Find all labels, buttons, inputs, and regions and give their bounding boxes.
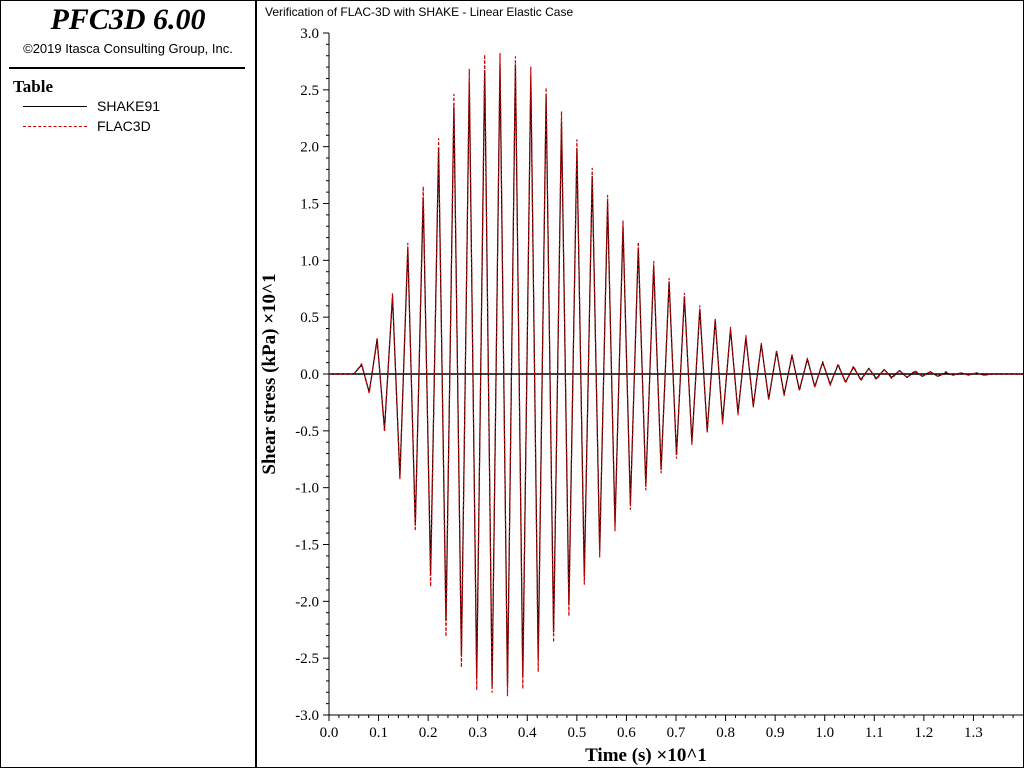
copyright-text: ©2019 Itasca Consulting Group, Inc. <box>23 41 233 56</box>
x-tick-label: 1.0 <box>815 725 834 741</box>
x-tick-label: 1.2 <box>914 725 933 741</box>
x-tick-label: 0.4 <box>518 725 537 741</box>
x-tick-label: 0.8 <box>716 725 735 741</box>
legend-label-flac3d: FLAC3D <box>97 118 151 134</box>
series-layer <box>329 52 1023 697</box>
y-tick-label: 3.0 <box>300 26 319 42</box>
y-tick-label: 0.0 <box>300 367 319 383</box>
y-tick-label: 2.0 <box>300 140 319 156</box>
x-tick-label: 0.6 <box>617 725 636 741</box>
legend-swatch-shake91 <box>23 106 87 107</box>
series-line-flac3d <box>329 52 1023 697</box>
x-tick-label: 0.9 <box>766 725 785 741</box>
x-tick-label: 0.5 <box>567 725 586 741</box>
legend-item-shake91: SHAKE91 <box>23 98 243 116</box>
y-tick-label: 1.5 <box>300 197 319 213</box>
legend-label-shake91: SHAKE91 <box>97 98 161 114</box>
y-tick-label: -0.5 <box>295 424 319 440</box>
y-tick-label: 2.5 <box>300 83 319 99</box>
app-title: PFC3D 6.00 <box>50 3 206 36</box>
legend-heading: Table <box>13 77 54 96</box>
y-tick-label: -1.5 <box>295 538 319 554</box>
legend-panel: PFC3D 6.00 ©2019 Itasca Consulting Group… <box>1 1 257 767</box>
y-tick-label: -2.0 <box>295 594 319 610</box>
x-axis-label: Time (s) ×10^1 <box>585 745 707 766</box>
x-tick-label: 0.2 <box>419 725 438 741</box>
legend-item-flac3d: FLAC3D <box>23 118 243 136</box>
x-tick-label: 0.3 <box>468 725 487 741</box>
divider <box>9 67 245 69</box>
x-tick-label: 0.0 <box>320 725 339 741</box>
y-tick-label: -3.0 <box>295 708 319 724</box>
x-tick-label: 1.1 <box>865 725 884 741</box>
chart: 3.0 2.5 2.0 1.5 1.0 0.5 0.0 -0.5 -1.0 -1.5 -2.0 -2.… <box>259 26 1023 766</box>
y-tick-label: 0.5 <box>300 310 319 326</box>
plot-area: Verification of FLAC-3D with SHAKE - Lin… <box>257 1 1023 767</box>
chart-title: Verification of FLAC-3D with SHAKE - Lin… <box>265 5 574 19</box>
y-tick-label: -2.5 <box>295 651 319 667</box>
y-tick-label: 1.0 <box>300 253 319 269</box>
y-axis-label: Shear stress (kPa) ×10^1 <box>259 273 280 474</box>
y-tick-label: -1.0 <box>295 481 319 497</box>
x-tick-label: 1.3 <box>964 725 983 741</box>
x-tick-label: 0.1 <box>369 725 388 741</box>
x-tick-label: 0.7 <box>667 725 686 741</box>
legend-swatch-flac3d <box>23 126 87 127</box>
axes: 3.0 2.5 2.0 1.5 1.0 0.5 0.0 -0.5 -1.0 -1.5 -2.0 -2.… <box>295 26 1023 741</box>
